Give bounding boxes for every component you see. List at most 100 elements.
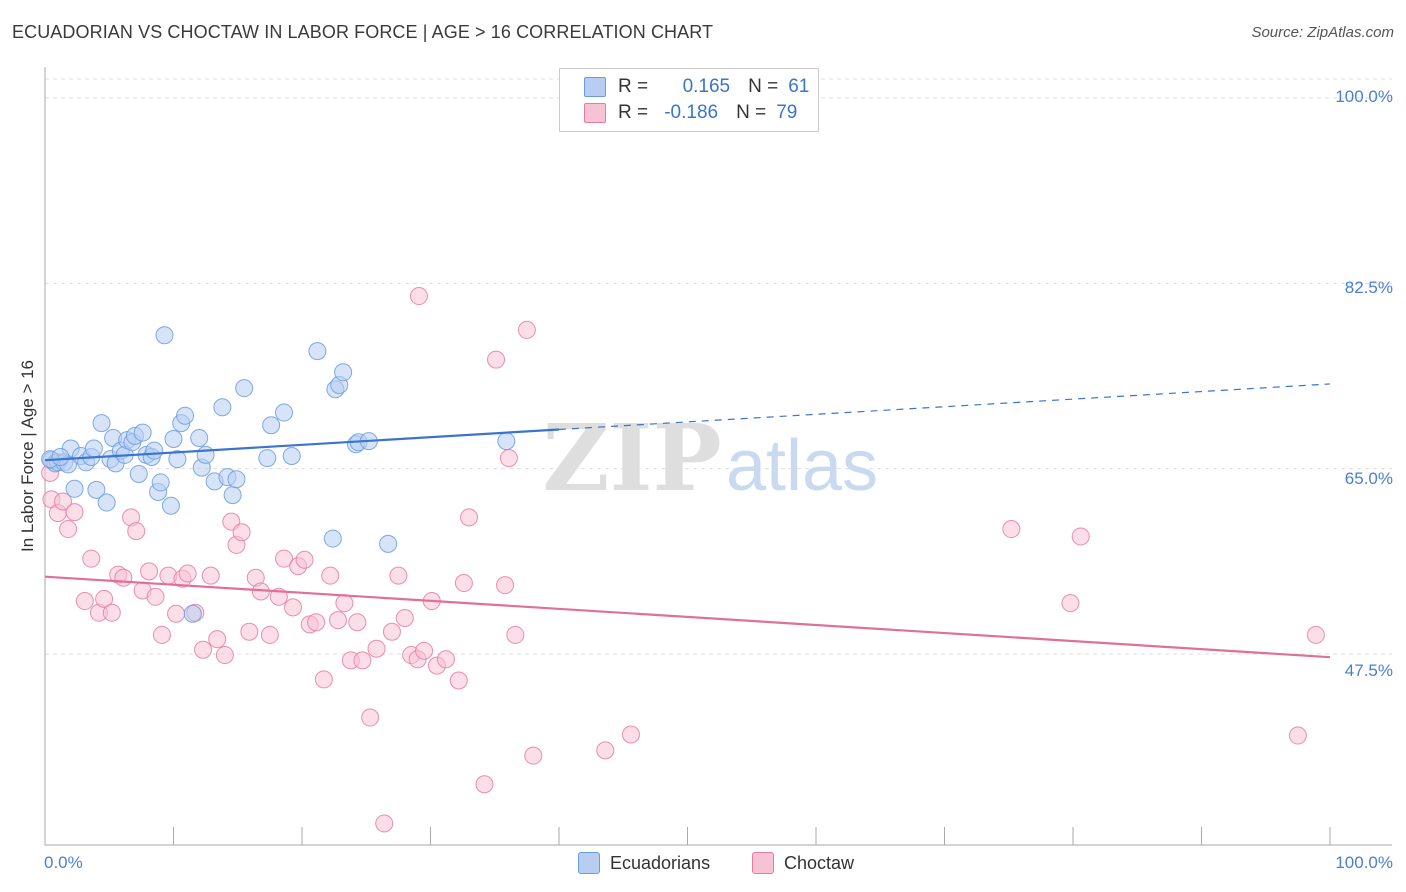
point-ecuadorians (84, 439, 103, 458)
legend-swatch-choctaw (584, 103, 606, 123)
trend-line-choctaw (44, 575, 1331, 659)
point-ecuadorians (87, 480, 106, 499)
point-choctaw (353, 651, 372, 670)
point-ecuadorians (92, 414, 111, 433)
point-choctaw (295, 550, 314, 569)
point-choctaw (275, 549, 294, 568)
point-choctaw (1002, 520, 1021, 539)
legend-n-value-ecuadorians: 61 (788, 76, 810, 97)
point-choctaw (389, 566, 408, 585)
point-choctaw (1288, 726, 1307, 745)
point-ecuadorians (168, 450, 187, 469)
point-choctaw (75, 592, 94, 611)
trend-layer (44, 383, 1331, 659)
y-tick-label-65: 65.0% (1344, 469, 1393, 488)
legend-swatch-ecuadorians (584, 77, 606, 97)
point-choctaw (375, 814, 394, 833)
y-tick-label-100: 100.0% (1335, 87, 1393, 106)
x-tick-label-0: 0.0% (44, 853, 83, 872)
point-choctaw (314, 670, 333, 689)
point-choctaw (499, 449, 518, 468)
legend-row-ecuadorians: R = 0.165 N = 61 (584, 74, 809, 100)
point-ecuadorians (258, 449, 277, 468)
point-choctaw (524, 746, 543, 765)
point-ecuadorians (176, 406, 195, 425)
series-legend-choctaw: Choctaw (752, 852, 854, 874)
point-ecuadorians (164, 430, 183, 449)
watermark-zip: ZIP (542, 404, 721, 512)
point-choctaw (454, 574, 473, 593)
point-choctaw (95, 589, 114, 608)
watermark-atlas: atlas (726, 426, 878, 506)
point-choctaw (232, 523, 251, 542)
point-choctaw (382, 622, 401, 641)
point-choctaw (127, 522, 146, 541)
point-ecuadorians (308, 342, 327, 361)
point-ecuadorians (145, 441, 164, 460)
point-ecuadorians (262, 416, 281, 435)
legend-n-label: N = (748, 76, 779, 97)
point-choctaw (215, 646, 234, 665)
watermark: ZIP atlas (542, 404, 878, 512)
point-choctaw (460, 508, 479, 527)
point-ecuadorians (235, 379, 254, 398)
point-choctaw (361, 708, 380, 727)
point-choctaw (449, 671, 468, 690)
source-label: Source: ZipAtlas.com (1251, 24, 1394, 41)
point-choctaw (496, 576, 515, 595)
legend-r-label: R = (618, 76, 649, 97)
point-choctaw (328, 611, 347, 630)
point-choctaw (367, 639, 386, 658)
legend-n-value-choctaw: 79 (776, 102, 798, 123)
point-choctaw (284, 598, 303, 617)
point-ecuadorians (334, 363, 353, 382)
point-choctaw (487, 350, 506, 369)
point-ecuadorians (65, 479, 84, 498)
point-choctaw (114, 568, 133, 587)
point-choctaw (201, 566, 220, 585)
stats-legend: R = 0.165 N = 61 R = -0.186 N = 79 (559, 68, 819, 132)
point-choctaw (335, 594, 354, 613)
grid-layer (45, 78, 1392, 655)
point-choctaw (1071, 527, 1090, 546)
point-choctaw (307, 613, 326, 632)
point-ecuadorians (51, 448, 70, 467)
point-ecuadorians (129, 464, 148, 483)
point-ecuadorians (379, 534, 398, 553)
legend-r-label: R = (618, 102, 649, 123)
point-choctaw (208, 630, 227, 649)
point-choctaw (415, 641, 434, 660)
point-ecuadorians (97, 493, 116, 512)
point-choctaw (194, 640, 213, 659)
point-choctaw (1306, 625, 1325, 644)
point-choctaw (146, 587, 165, 606)
series-legend-label-ecuadorians: Ecuadorians (610, 852, 711, 873)
point-choctaw (395, 608, 414, 627)
y-axis-label: In Labor Force | Age > 16 (18, 359, 37, 553)
series-swatch-choctaw (752, 852, 774, 874)
chart-title: ECUADORIAN VS CHOCTAW IN LABOR FORCE | A… (12, 22, 714, 42)
point-choctaw (409, 287, 428, 306)
point-choctaw (260, 625, 279, 644)
point-ecuadorians (213, 398, 232, 417)
point-ecuadorians (196, 445, 215, 464)
point-choctaw (167, 604, 186, 623)
point-ecuadorians (282, 446, 301, 465)
point-choctaw (621, 725, 640, 744)
point-ecuadorians (183, 604, 202, 623)
point-choctaw (178, 564, 197, 583)
point-choctaw (152, 625, 171, 644)
point-ecuadorians (190, 428, 209, 447)
series-legend-label-choctaw: Choctaw (784, 852, 855, 873)
point-choctaw (240, 622, 259, 641)
series-swatch-ecuadorians (578, 852, 600, 874)
point-choctaw (596, 741, 615, 760)
point-choctaw (59, 520, 78, 539)
point-choctaw (321, 566, 340, 585)
legend-r-value-choctaw: -0.186 (664, 102, 719, 123)
point-choctaw (475, 775, 494, 794)
y-tick-label-47: 47.5% (1344, 661, 1393, 680)
point-choctaw (348, 613, 367, 632)
point-ecuadorians (323, 529, 342, 548)
